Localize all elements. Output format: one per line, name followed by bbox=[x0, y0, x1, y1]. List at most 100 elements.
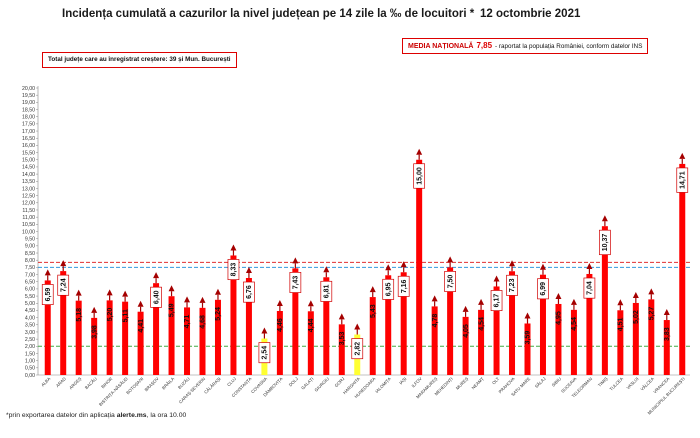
bar-arrow-head bbox=[416, 148, 423, 155]
bar bbox=[60, 271, 67, 375]
national-average-label: MEDIA NAȚIONALĂ bbox=[408, 43, 474, 50]
data-label-text: 4,46 bbox=[277, 318, 284, 332]
data-label: 10,37 bbox=[599, 229, 611, 256]
summary-text: Total județe care au înregistrat creșter… bbox=[48, 56, 231, 63]
bar-arrow-head bbox=[493, 275, 500, 282]
y-tick-label: 6,00 bbox=[25, 287, 35, 293]
data-label: 3,98 bbox=[91, 325, 98, 339]
data-label: 5,49 bbox=[169, 303, 176, 317]
y-tick-label: 5,00 bbox=[25, 301, 35, 307]
data-label-box bbox=[599, 229, 611, 256]
data-label-text: 6,95 bbox=[385, 282, 392, 296]
data-label-text: 5,20 bbox=[107, 308, 114, 322]
bar-arrow-head bbox=[153, 272, 160, 279]
data-label-text: 4,68 bbox=[200, 315, 207, 329]
report-date: 12 octombrie 2021 bbox=[480, 8, 581, 20]
y-tick-label: 14,00 bbox=[22, 172, 35, 178]
y-tick-label: 16,50 bbox=[22, 136, 35, 142]
category-label: OLT bbox=[491, 376, 500, 385]
data-label-box bbox=[227, 259, 240, 281]
category-label: SĂLAJ bbox=[534, 376, 547, 389]
bar bbox=[478, 309, 485, 375]
data-label-text: 5,18 bbox=[76, 308, 83, 322]
category-label: BRĂILA bbox=[161, 376, 175, 390]
y-tick-label: 9,50 bbox=[25, 236, 35, 242]
bar-arrow-head bbox=[617, 299, 624, 306]
bar-arrow-head bbox=[106, 289, 113, 296]
y-tick-label: 11,50 bbox=[22, 208, 35, 214]
bar-arrow-head bbox=[601, 215, 608, 222]
data-label-box bbox=[150, 286, 162, 308]
bar-arrow-head bbox=[245, 266, 252, 273]
category-label: DOLJ bbox=[288, 376, 299, 387]
bar-arrow-head bbox=[184, 296, 191, 303]
bar-arrow-head bbox=[261, 327, 268, 334]
data-label: 7,24 bbox=[57, 274, 70, 296]
bar bbox=[199, 307, 206, 375]
data-labels: 6,59 7,24 5,18 3,98 5,20 5,11 4,41 6,40 5,49 4,71… bbox=[41, 163, 689, 364]
data-label: 4,54 bbox=[571, 317, 578, 331]
bar bbox=[245, 277, 252, 375]
bar-arrow-head bbox=[44, 269, 51, 276]
y-tick-label: 20,00 bbox=[22, 86, 35, 92]
data-label: 4,71 bbox=[184, 315, 191, 329]
data-label-text: 3,53 bbox=[339, 332, 346, 346]
y-tick-label: 10,00 bbox=[22, 229, 35, 235]
data-label-text: 5,27 bbox=[649, 307, 656, 321]
y-tick-label: 14,50 bbox=[22, 165, 35, 171]
data-label-box bbox=[676, 167, 689, 193]
data-label-box bbox=[506, 274, 518, 296]
footnote-suffix: , la ora 10.00 bbox=[146, 412, 187, 419]
data-label: 6,17 bbox=[490, 290, 503, 312]
data-label-text: 4,54 bbox=[571, 317, 578, 331]
bar-arrow-head bbox=[570, 298, 577, 305]
y-tick-label: 10,50 bbox=[22, 222, 35, 228]
category-label: ARGEȘ bbox=[68, 376, 82, 390]
data-label: 5,20 bbox=[107, 308, 114, 322]
bar bbox=[663, 320, 670, 375]
data-label-text: 7,16 bbox=[401, 279, 408, 293]
data-label-box bbox=[490, 290, 503, 312]
y-tick-label: 18,00 bbox=[22, 115, 35, 121]
bar-arrow-head bbox=[60, 260, 67, 267]
data-label: 4,95 bbox=[556, 311, 563, 325]
data-label: 4,41 bbox=[138, 319, 145, 333]
data-label: 2,82 bbox=[351, 338, 364, 360]
data-label: 6,59 bbox=[41, 284, 54, 305]
category-label: BRAȘOV bbox=[144, 376, 160, 392]
data-label-text: 6,81 bbox=[324, 284, 331, 298]
data-label-text: 15,00 bbox=[416, 167, 423, 185]
bar bbox=[91, 317, 98, 375]
y-tick-label: 18,50 bbox=[22, 107, 35, 113]
bar bbox=[586, 273, 593, 375]
national-average-value: 7,85 bbox=[476, 41, 493, 50]
data-label: 5,02 bbox=[633, 310, 640, 324]
data-label-box bbox=[444, 271, 456, 292]
y-tick-label: 16,00 bbox=[22, 143, 35, 149]
data-label: 4,54 bbox=[478, 317, 485, 331]
y-tick-label: 1,50 bbox=[25, 351, 35, 357]
bar bbox=[137, 311, 144, 375]
category-label: CĂLĂRAȘI bbox=[203, 376, 222, 395]
bar-arrow-head bbox=[292, 257, 299, 264]
bar bbox=[400, 272, 407, 375]
category-label: BUZĂU bbox=[177, 376, 191, 390]
category-label: VASLUI bbox=[625, 376, 639, 390]
bar bbox=[106, 300, 113, 375]
bar-arrow-head bbox=[230, 244, 237, 251]
data-label: 5,43 bbox=[370, 304, 377, 318]
bar bbox=[416, 159, 423, 375]
data-label-text: 5,11 bbox=[122, 309, 129, 322]
bar bbox=[648, 299, 655, 375]
bar-arrow-head bbox=[214, 288, 221, 295]
data-label-text: 5,24 bbox=[215, 307, 222, 321]
category-label: TIMIȘ bbox=[597, 376, 609, 388]
category-labels: ALBA ARAD ARGEȘ BACĂU BIHORBISTRIȚA-NĂSĂUDBO… bbox=[40, 376, 686, 416]
bar bbox=[276, 310, 283, 375]
data-label: 6,95 bbox=[382, 278, 395, 300]
y-tick-label: 13,00 bbox=[22, 186, 35, 192]
bar-arrow-head bbox=[431, 295, 438, 302]
category-label: GIURGIU bbox=[313, 376, 330, 393]
bar-arrow-head bbox=[323, 266, 330, 273]
y-tick-label: 17,50 bbox=[22, 122, 35, 128]
